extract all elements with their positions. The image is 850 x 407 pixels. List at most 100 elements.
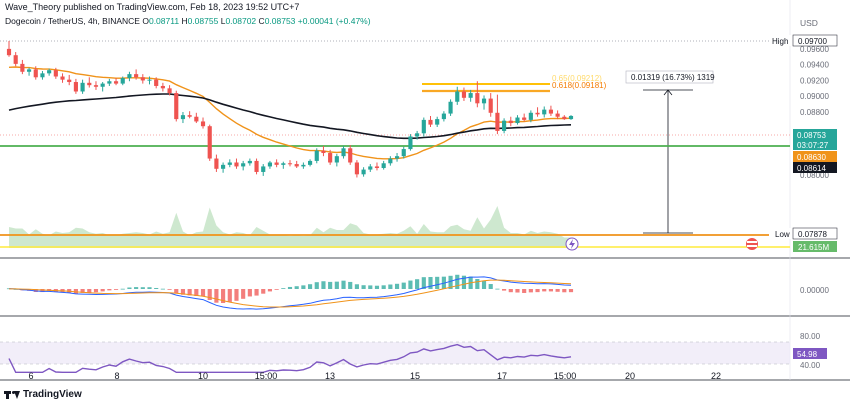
macd-bar	[73, 289, 78, 294]
ohlc-high-label: H	[181, 16, 188, 26]
macd-bar	[321, 281, 326, 289]
time-tick: 15	[410, 371, 420, 381]
countdown: 03:07:27	[797, 141, 829, 150]
candle-body	[301, 164, 306, 167]
measure-arrow-icon	[663, 89, 673, 96]
macd-bar	[401, 282, 406, 289]
candle-body	[227, 162, 232, 165]
macd-line	[8, 276, 572, 310]
macd-bar	[341, 280, 346, 289]
candle-body	[488, 98, 493, 113]
macd-bar	[287, 286, 293, 289]
brand-footer[interactable]: TradingView	[4, 389, 82, 400]
candle-body	[281, 163, 286, 165]
candle-body	[568, 115, 574, 120]
candle-body	[495, 112, 500, 131]
candle-body	[421, 119, 426, 134]
time-tick: 22	[711, 371, 721, 381]
macd-bar	[455, 274, 460, 289]
candle-body	[53, 70, 58, 77]
ohlc-close-label: C	[258, 16, 265, 26]
candle-body	[180, 115, 186, 120]
candle-body	[207, 126, 212, 159]
ohlc-open-value: 0.08711	[148, 16, 180, 26]
volume-tag	[793, 241, 837, 252]
macd-bar	[502, 289, 507, 291]
macd-bar	[221, 289, 226, 304]
time-axis[interactable]: 6 8 10 15:00 13 15 17 15:00 20 22	[28, 371, 721, 381]
high-tag-label: High	[772, 37, 788, 46]
low-tag-bg	[769, 228, 793, 239]
candle-body	[475, 93, 480, 104]
candle-body	[341, 148, 346, 157]
macd-bar	[274, 289, 279, 290]
candle-body	[287, 163, 293, 165]
candle-body	[522, 117, 527, 120]
macd-bar	[314, 282, 319, 289]
candle-body	[415, 133, 420, 137]
macd-bar	[234, 289, 239, 301]
candles-group	[6, 41, 574, 178]
macd-bar	[93, 289, 99, 293]
macd-bar	[508, 289, 513, 293]
macd-bar	[100, 289, 105, 292]
candle-body	[254, 160, 259, 172]
time-tick: 8	[114, 371, 119, 381]
macd-bar	[562, 289, 567, 293]
price-tick: 0.09000	[800, 92, 829, 101]
candle-body	[461, 91, 467, 98]
candle-body	[441, 113, 446, 120]
time-tick: 10	[198, 371, 208, 381]
ema-slow-line	[8, 93, 572, 140]
candle-body	[361, 169, 366, 175]
macd-bar	[194, 289, 199, 297]
candle-body	[562, 116, 567, 120]
macd-bar	[174, 289, 179, 294]
candle-body	[261, 166, 266, 172]
macd-bar	[200, 289, 206, 297]
candle-body	[528, 112, 533, 120]
macd-bar	[113, 289, 119, 290]
candle-body	[354, 162, 359, 175]
macd-bar	[281, 288, 286, 289]
low-value-tag	[792, 227, 838, 240]
candle-body	[274, 162, 279, 165]
candle-body	[6, 48, 12, 56]
candle-body	[214, 158, 219, 169]
volume-value: 21.615M	[798, 243, 829, 252]
price-tick: 0.09400	[800, 61, 829, 70]
macd-bar	[80, 289, 85, 293]
candle-body	[241, 163, 246, 167]
price-tick: 0.08000	[800, 171, 829, 180]
tradingview-logo-icon	[4, 390, 20, 400]
candle-body	[502, 120, 507, 131]
macd-bar	[67, 289, 72, 293]
macd-bar	[368, 285, 373, 289]
candle-body	[481, 98, 487, 104]
candle-body	[428, 119, 433, 125]
macd-bar	[167, 289, 172, 290]
candle-body	[294, 164, 299, 167]
time-tick: 13	[325, 371, 335, 381]
currency-label: USD	[800, 18, 818, 28]
high-value-tag	[792, 34, 838, 47]
macd-bar	[421, 277, 426, 289]
macd-bar	[301, 285, 306, 289]
low-value: 0.07878	[798, 230, 827, 239]
macd-zero-tick: 0.00000	[800, 286, 829, 295]
macd-bar	[535, 289, 540, 293]
candle-body	[160, 85, 165, 89]
macd-bar	[374, 285, 380, 289]
macd-bar	[261, 289, 266, 294]
macd-bar	[388, 284, 393, 289]
price-tick: 0.09600	[800, 45, 829, 54]
macd-bar	[542, 289, 547, 292]
measure-box	[625, 70, 714, 84]
rsi-band	[0, 342, 790, 364]
candle-body	[548, 109, 554, 114]
macd-bar	[328, 281, 333, 289]
event-flag-icon[interactable]	[746, 238, 758, 250]
candle-body	[87, 82, 92, 86]
macd-bar	[428, 277, 433, 289]
